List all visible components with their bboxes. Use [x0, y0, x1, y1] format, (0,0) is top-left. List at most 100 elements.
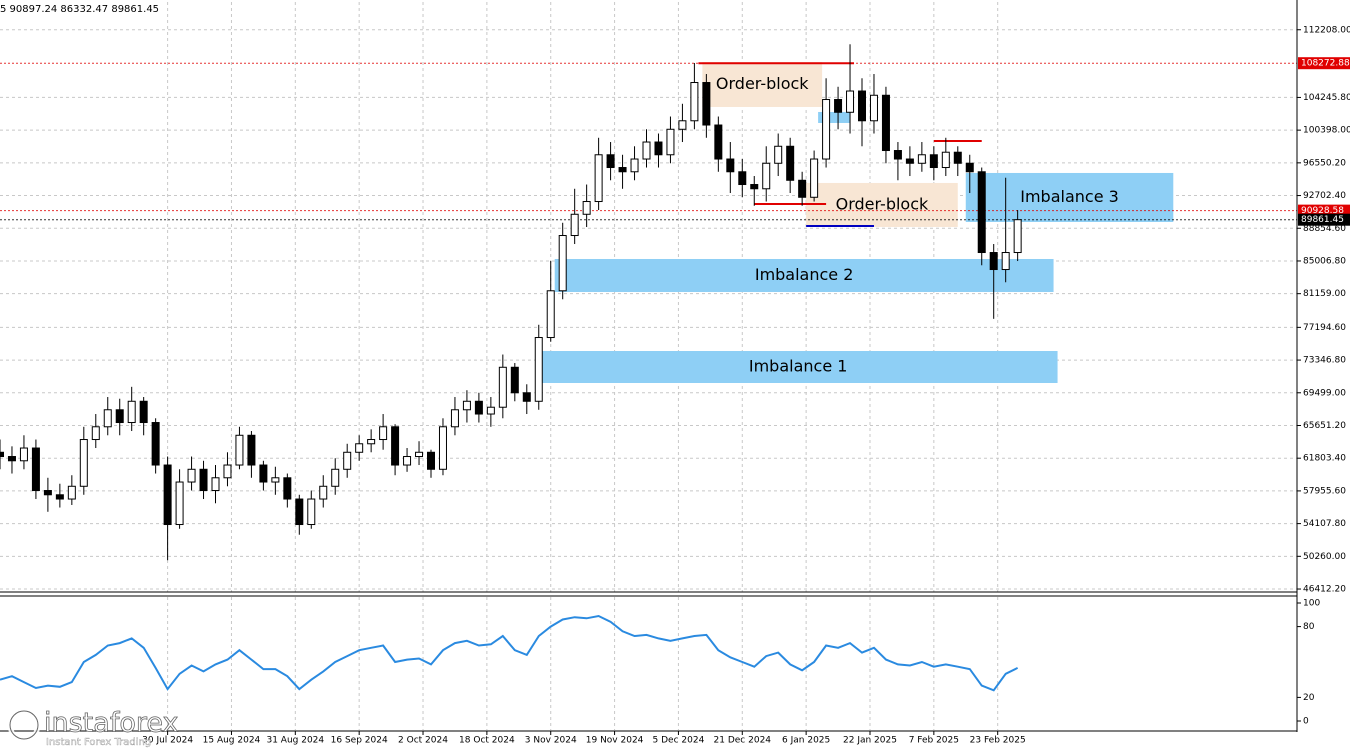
- candle-body: [1013, 219, 1022, 254]
- zone: [702, 61, 823, 107]
- candle-body: [606, 154, 615, 169]
- candle-body: [55, 494, 64, 500]
- candle-body: [846, 90, 855, 113]
- x-tick-label: 18 Oct 2024: [459, 736, 515, 746]
- y-tick-label: 85006.80: [1303, 256, 1346, 266]
- candle-body: [367, 439, 376, 445]
- indicator-tick-label: 80: [1303, 622, 1315, 632]
- candle-body: [331, 468, 340, 487]
- candle-body: [259, 464, 268, 483]
- candle-body: [343, 451, 352, 470]
- watermark-title: instaforex: [44, 708, 178, 739]
- zone-label: Order-block: [836, 194, 929, 213]
- candle-body: [881, 94, 890, 152]
- candle-body: [247, 434, 256, 466]
- candle-body: [295, 498, 304, 526]
- y-tick-label: 54107.80: [1303, 519, 1346, 529]
- candle-body: [67, 485, 76, 500]
- watermark-subtitle: Instant Forex Trading: [46, 737, 151, 748]
- indicator-line: [0, 614, 1019, 692]
- candle-body: [869, 94, 878, 122]
- candle-body: [678, 120, 687, 130]
- candle-body: [199, 468, 208, 492]
- watermark: instaforex Instant Forex Trading: [7, 707, 179, 748]
- candle-body: [415, 451, 424, 458]
- candle-body: [917, 154, 926, 164]
- candle-body: [786, 145, 795, 181]
- candle-body: [834, 99, 843, 113]
- candle-body: [989, 252, 998, 271]
- x-tick-label: 21 Dec 2024: [714, 736, 772, 746]
- candle-body: [307, 498, 316, 526]
- candle-body: [977, 171, 986, 254]
- zone-label: Order-block: [716, 74, 809, 93]
- candle-body: [355, 443, 364, 453]
- candle-body: [115, 409, 124, 424]
- candle-body: [163, 464, 172, 526]
- candle-body: [19, 447, 28, 462]
- x-tick-label: 2 Oct 2024: [398, 736, 448, 746]
- y-tick-label: 92702.40: [1303, 191, 1346, 201]
- x-tick-label: 15 Aug 2024: [203, 736, 261, 746]
- zone: [965, 172, 1174, 222]
- watermark-logo: [9, 710, 39, 740]
- price-label-box: [1298, 57, 1350, 70]
- zones-layer: Order-block Order-block Imbalance 3 Imbalan…: [538, 61, 1174, 383]
- candle-body: [582, 201, 591, 215]
- candle-body: [953, 151, 962, 164]
- candle-body: [941, 151, 950, 169]
- candle-body: [175, 481, 184, 526]
- price-label: 108272.88: [1301, 59, 1350, 69]
- candle-body: [618, 167, 627, 173]
- candle-body: [510, 366, 519, 394]
- lines-layer: [0, 62, 1297, 228]
- candle-body: [151, 422, 160, 466]
- zone-label: Imbalance 2: [755, 265, 854, 284]
- y-tick-label: 96550.20: [1303, 158, 1346, 168]
- candle-body: [798, 179, 807, 198]
- price-label-box: [1298, 204, 1350, 217]
- candle-body: [642, 141, 651, 160]
- candle-body: [726, 158, 735, 173]
- candle-body: [31, 447, 40, 492]
- y-tick-label: 112208.00: [1303, 25, 1350, 35]
- candle-body: [929, 154, 938, 169]
- y-tick-label: 100398.00: [1303, 126, 1350, 136]
- x-tick-label: 22 Jan 2025: [843, 736, 897, 746]
- candle-body: [965, 162, 974, 173]
- x-tick-label: 30 Jul 2024: [142, 736, 193, 746]
- candle-body: [450, 409, 459, 428]
- candle-body: [534, 337, 543, 402]
- candle-body: [271, 477, 280, 483]
- candle-body: [43, 490, 52, 496]
- indicator-tick-label: 20: [1303, 693, 1315, 703]
- header-text: 5 90897.24 86332.47 89861.45: [0, 4, 159, 15]
- zone: [818, 111, 851, 123]
- candle-body: [187, 468, 196, 483]
- candle-body: [7, 456, 16, 462]
- candle-body: [810, 158, 819, 198]
- candle-body: [462, 400, 471, 411]
- y-tick-label: 46412.20: [1303, 585, 1346, 595]
- indicator-tick-label: 100: [1303, 599, 1320, 609]
- y-tick-label: 73346.80: [1303, 356, 1346, 366]
- candle-body: [283, 477, 292, 500]
- candle-body: [427, 451, 436, 470]
- candle-body: [223, 464, 232, 479]
- candle-body: [211, 477, 220, 492]
- candle-body: [690, 82, 699, 122]
- candle-body: [391, 426, 400, 466]
- x-tick-label: 16 Sep 2024: [331, 736, 388, 746]
- candle-body: [750, 184, 759, 190]
- price-label: 90928.58: [1301, 206, 1344, 216]
- indicator-tick-label: 0: [1303, 717, 1309, 727]
- x-tick-label: 7 Feb 2025: [909, 736, 959, 746]
- candle-body: [774, 145, 783, 164]
- price-label-box: [1298, 213, 1350, 226]
- candle-body: [79, 439, 88, 487]
- candle-body: [822, 99, 831, 160]
- y-tick-label: 88854.60: [1303, 224, 1346, 234]
- zone: [554, 258, 1054, 292]
- candle-body: [714, 124, 723, 160]
